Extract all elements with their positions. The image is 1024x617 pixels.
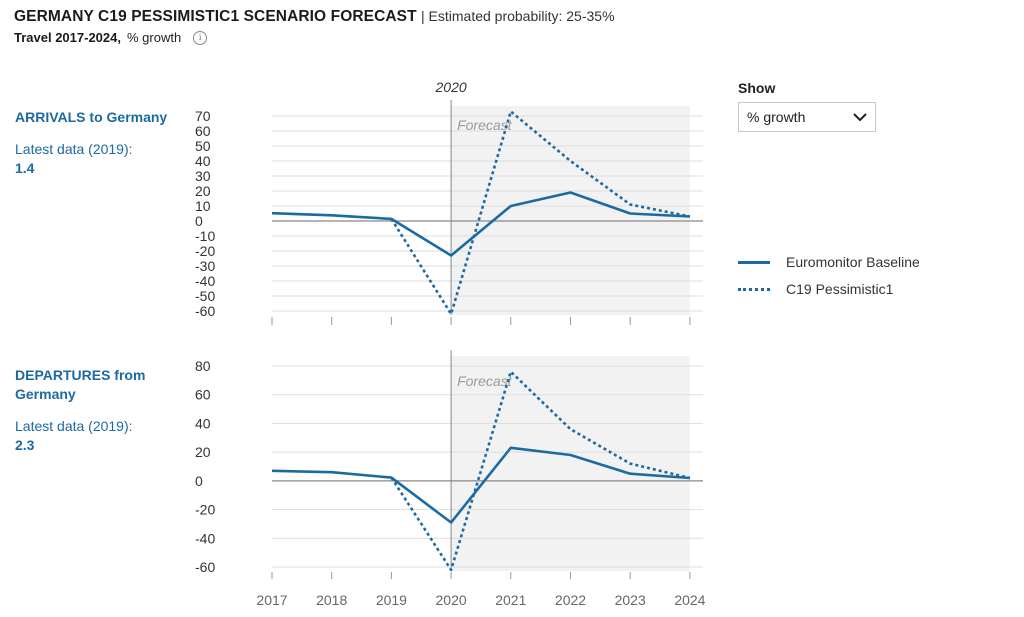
x-tick-label: 2022: [555, 592, 586, 608]
y-tick-label: 80: [195, 358, 211, 374]
probability-text: | Estimated probability: 25-35%: [421, 8, 615, 24]
legend-swatch-solid: [738, 260, 770, 264]
y-tick-label: 70: [195, 108, 211, 124]
series-line-pessimistic: [390, 370, 691, 572]
unit-dropdown-value: % growth: [747, 109, 806, 125]
y-tick-label: -40: [195, 273, 215, 289]
departures-latest-label: Latest data (2019):: [15, 418, 133, 434]
y-tick-label: 50: [195, 138, 211, 154]
y-tick-label: -60: [195, 303, 215, 319]
forecast-region: [451, 356, 690, 571]
y-tick-label: -60: [195, 559, 215, 575]
subtitle-range: Travel 2017-2024,: [14, 30, 121, 45]
top-year-label: 2020: [435, 79, 467, 95]
legend-label-pessimistic: C19 Pessimistic1: [786, 281, 894, 297]
departures-latest-value: 2.3: [15, 437, 35, 453]
legend-swatch-dotted: [738, 287, 770, 291]
page-title: GERMANY C19 PESSIMISTIC1 SCENARIO FORECA…: [14, 8, 417, 25]
series-line-baseline: [271, 446, 690, 524]
departures-label-block: DEPARTURES from Germany Latest data (201…: [15, 366, 175, 455]
legend-label-baseline: Euromonitor Baseline: [786, 254, 920, 270]
y-tick-label: -40: [195, 530, 215, 546]
y-tick-label: -20: [195, 243, 215, 259]
x-tick-label: 2024: [674, 592, 705, 608]
y-tick-label: 20: [195, 444, 211, 460]
x-tick-label: 2017: [256, 592, 287, 608]
unit-dropdown[interactable]: % growth: [738, 102, 876, 132]
forecast-label: Forecast: [457, 373, 513, 389]
series-line-baseline: [271, 191, 690, 257]
y-tick-label: 0: [195, 473, 203, 489]
subtitle: Travel 2017-2024, % growth i: [14, 30, 615, 45]
departures-chart: 80 60 40 20 0 -20 -40 -60 Forecast 2017 2018 2019 20…: [195, 350, 706, 608]
y-tick-label: -30: [195, 258, 215, 274]
legend: Euromonitor Baseline C19 Pessimistic1: [738, 254, 920, 308]
forecast-region: [451, 106, 690, 315]
title-line: GERMANY C19 PESSIMISTIC1 SCENARIO FORECA…: [14, 8, 615, 26]
x-tick-label: 2021: [495, 592, 526, 608]
x-tick-label: 2019: [376, 592, 407, 608]
arrivals-latest-value: 1.4: [15, 160, 35, 176]
legend-item-baseline[interactable]: Euromonitor Baseline: [738, 254, 920, 270]
chevron-down-icon: [853, 112, 867, 121]
show-label: Show: [738, 80, 776, 96]
x-tick-label: 2020: [436, 592, 467, 608]
y-tick-label: 10: [195, 198, 211, 214]
y-tick-label: 60: [195, 123, 211, 139]
y-tick-label: 40: [195, 153, 211, 169]
y-tick-label: 0: [195, 213, 203, 229]
y-tick-label: 20: [195, 183, 211, 199]
arrivals-title: ARRIVALS to Germany: [15, 109, 168, 125]
x-tick-label: 2023: [615, 592, 646, 608]
y-tick-label: 60: [195, 387, 211, 403]
x-tick-label: 2018: [316, 592, 347, 608]
y-tick-label: -50: [195, 288, 215, 304]
forecast-label: Forecast: [457, 117, 513, 133]
y-tick-label: 30: [195, 168, 211, 184]
header: GERMANY C19 PESSIMISTIC1 SCENARIO FORECA…: [14, 8, 615, 45]
arrivals-label-block: ARRIVALS to Germany Latest data (2019): …: [15, 108, 175, 178]
legend-item-pessimistic[interactable]: C19 Pessimistic1: [738, 281, 920, 297]
arrivals-latest-label: Latest data (2019):: [15, 141, 133, 157]
info-icon[interactable]: i: [193, 30, 208, 45]
departures-title: DEPARTURES from Germany: [15, 367, 146, 402]
series-line-pessimistic: [390, 110, 691, 316]
subtitle-unit: % growth: [126, 30, 182, 45]
y-tick-label: -10: [195, 228, 215, 244]
y-tick-label: -20: [195, 502, 215, 518]
y-tick-label: 40: [195, 415, 211, 431]
show-control: Show % growth: [738, 80, 876, 132]
